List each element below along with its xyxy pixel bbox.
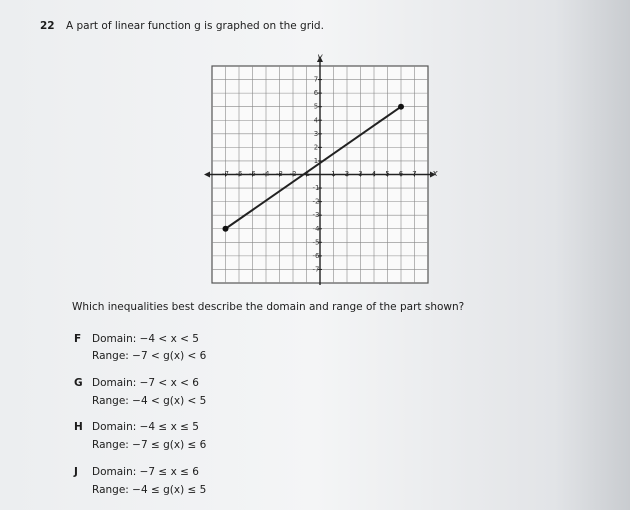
y-tick-label: 3	[314, 130, 318, 138]
x-tick-label: 6	[399, 170, 404, 178]
x-tick-label: -4	[263, 170, 271, 178]
option-range: Range: −4 ≤ g(x) ≤ 5	[92, 484, 207, 496]
y-axis-label: y	[316, 53, 323, 63]
option-letter: F	[74, 333, 82, 345]
endpoint	[222, 225, 229, 232]
x-tick-label: 2	[345, 170, 349, 178]
x-tick-label: -2	[290, 170, 297, 178]
y-tick-label: 7	[314, 76, 318, 84]
x-tick-label: 3	[358, 170, 362, 178]
option-range: Range: −7 ≤ g(x) ≤ 6	[92, 439, 207, 451]
x-tick-label: 4	[372, 170, 377, 178]
function-line	[224, 105, 402, 230]
x-tick-label: -3	[276, 170, 283, 178]
y-tick-label: 2	[314, 143, 318, 151]
x-tick-label: -1	[303, 170, 310, 178]
x-tick-label: 7	[412, 170, 416, 178]
y-tick-label: 1	[314, 157, 318, 165]
y-tick-label: -1	[313, 184, 320, 192]
y-tick-label: -7	[313, 265, 320, 273]
y-tick-label: 5	[314, 103, 318, 111]
option-domain: Domain: −7 < x < 6	[92, 377, 199, 389]
y-tick-label: -6	[313, 252, 321, 260]
x-tick-label: 1	[331, 170, 335, 178]
option-domain: Domain: −7 ≤ x ≤ 6	[92, 466, 199, 478]
y-tick-label: 4	[314, 116, 319, 124]
option-domain: Domain: −4 < x < 5	[92, 333, 199, 345]
option-range: Range: −7 < g(x) < 6	[92, 350, 207, 362]
y-tick-label: -2	[313, 198, 320, 206]
option-letter: J	[74, 466, 78, 478]
option-domain: Domain: −4 ≤ x ≤ 5	[92, 421, 199, 433]
option-range: Range: −4 < g(x) < 5	[92, 395, 207, 407]
option-letter: G	[74, 377, 83, 389]
y-tick-label: -4	[313, 225, 321, 233]
x-axis-label: x	[431, 169, 438, 179]
prompt: Which inequalities best describe the dom…	[72, 301, 465, 313]
y-tick-label: 6	[314, 89, 319, 97]
x-tick-label: -6	[236, 170, 244, 178]
y-tick-label: -5	[313, 238, 320, 246]
x-tick-label: -5	[249, 170, 256, 178]
y-tick-label: -3	[313, 211, 320, 219]
x-tick-label: 5	[385, 170, 389, 178]
option-letter: H	[74, 421, 83, 433]
question-number: 22	[40, 20, 55, 32]
endpoint	[398, 103, 404, 110]
question-text: A part of linear function g is graphed o…	[66, 20, 324, 32]
x-tick-label: -7	[222, 170, 229, 178]
